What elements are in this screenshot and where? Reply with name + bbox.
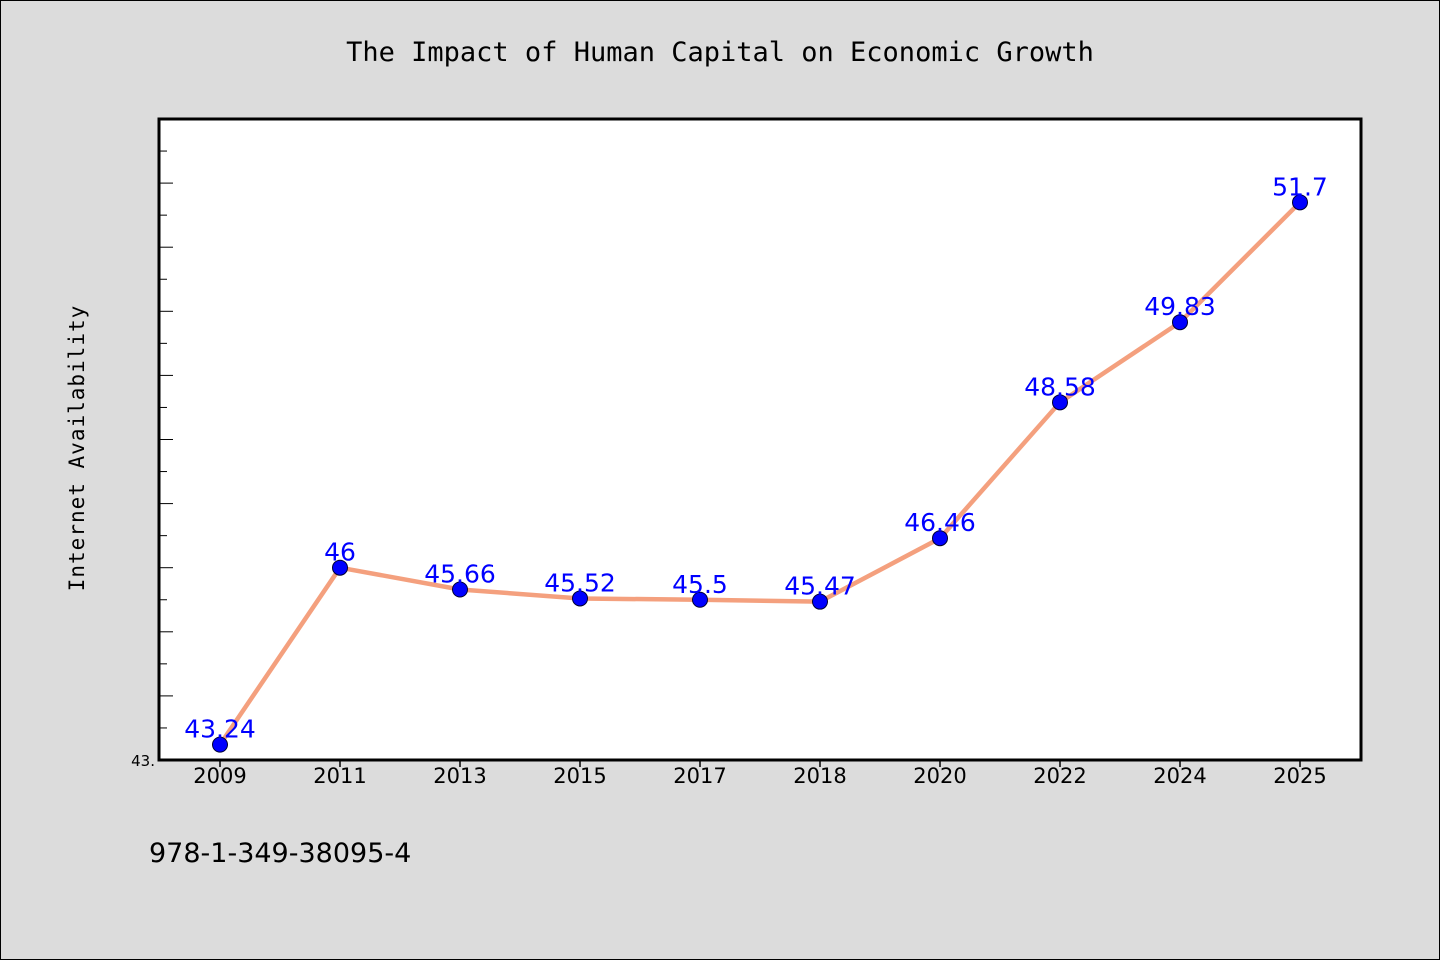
x-tick-label: 2024 bbox=[1153, 764, 1206, 788]
data-point bbox=[932, 530, 948, 547]
data-point bbox=[332, 559, 348, 576]
data-label: 45.5 bbox=[672, 570, 728, 599]
plot-border bbox=[157, 117, 1363, 762]
x-axis-tick-labels: 2009 2011 2013 2015 2017 2018 2020 2022 2024 2025 bbox=[193, 764, 1326, 788]
data-label: 43.24 bbox=[184, 715, 256, 744]
data-point bbox=[572, 590, 588, 607]
x-tick-label: 2017 bbox=[673, 764, 726, 788]
x-tick-label: 2020 bbox=[913, 764, 966, 788]
x-tick-label: 2025 bbox=[1273, 764, 1326, 788]
x-tick-label: 2013 bbox=[433, 764, 486, 788]
data-point bbox=[1172, 314, 1188, 331]
data-point bbox=[212, 736, 228, 753]
data-label: 51.7 bbox=[1272, 172, 1328, 201]
data-label: 45.47 bbox=[784, 572, 856, 601]
data-point bbox=[1292, 194, 1308, 211]
chart-title: The Impact of Human Capital on Economic … bbox=[346, 37, 1094, 68]
data-point bbox=[1052, 394, 1068, 411]
data-label: 49.83 bbox=[1144, 292, 1216, 321]
data-point bbox=[452, 581, 468, 598]
series-line bbox=[217, 200, 1303, 747]
data-label: 45.52 bbox=[544, 568, 616, 597]
data-point bbox=[812, 593, 828, 610]
y-axis-label: Internet Availability bbox=[65, 305, 89, 592]
x-tick-label: 2022 bbox=[1033, 764, 1086, 788]
data-label: 48.58 bbox=[1024, 372, 1096, 401]
x-tick-label: 2018 bbox=[793, 764, 846, 788]
y-tick-label: 43. bbox=[131, 752, 155, 770]
x-tick-label: 2015 bbox=[553, 764, 606, 788]
isbn-text: 978-1-349-38095-4 bbox=[149, 838, 411, 869]
series-markers bbox=[212, 194, 1308, 753]
data-labels: 43.24 46 45.66 45.52 45.5 45.47 46.46 48.58 49.8… bbox=[184, 172, 1328, 743]
data-label: 46.46 bbox=[904, 508, 976, 537]
data-label: 46 bbox=[324, 538, 356, 567]
plot-area bbox=[159, 119, 1361, 760]
x-tick-label: 2009 bbox=[193, 764, 246, 788]
data-point bbox=[692, 591, 708, 608]
data-label: 45.66 bbox=[424, 559, 496, 588]
x-tick-label: 2011 bbox=[313, 764, 366, 788]
